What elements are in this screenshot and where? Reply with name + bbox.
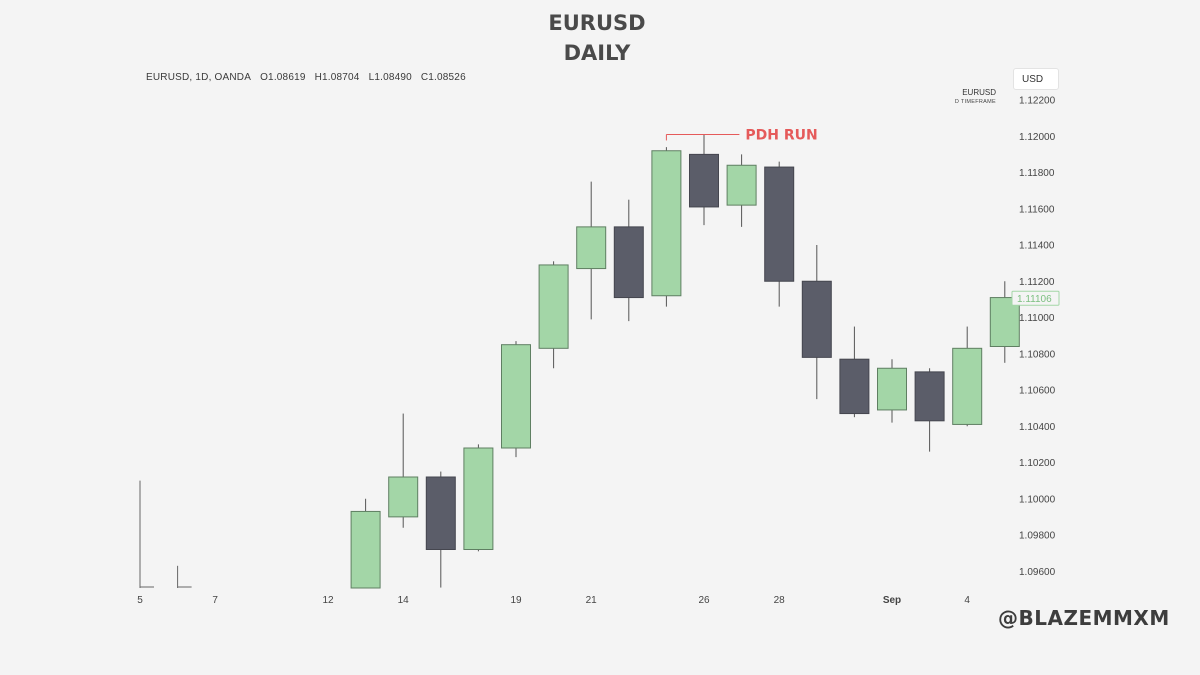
y-tick-label: 1.10600 [1019,386,1056,397]
candle-bull [576,226,607,270]
last-price-badge [1011,290,1060,306]
legend-close: C1.08526 [420,72,466,83]
candle-bull [726,164,757,206]
x-tick-label: 19 [510,595,522,606]
candle-bull [651,150,682,297]
title-timeframe: DAILY [563,41,631,65]
y-tick-label: 1.09800 [1019,531,1056,542]
y-tick-label: 1.12200 [1019,96,1056,107]
x-tick-label: 7 [212,595,218,606]
currency-selector[interactable]: USD [1013,68,1059,90]
candle-bear [914,371,945,422]
y-tick-label: 1.11000 [1019,313,1055,324]
chart-title: EURUSD DAILY [0,8,1194,68]
legend-high: H1.08704 [314,72,360,83]
y-tick-label: 1.11600 [1019,204,1055,215]
symbol-label: EURUSD D TIMEFRAME [940,88,996,105]
candle-bear [425,476,456,550]
x-tick-label: Sep [883,595,901,606]
candle-bear [689,153,719,208]
legend-low: L1.08490 [368,72,412,83]
x-tick-label: 14 [398,595,410,606]
watermark: @BLAZEMMXM [998,606,1170,630]
y-tick-label: 1.11400 [1019,241,1055,252]
candle-bull [877,367,907,411]
y-tick-label: 1.10000 [1019,494,1056,505]
candle-bull [388,476,419,518]
x-tick-label: 28 [774,595,786,606]
candle-bull [952,347,983,425]
y-tick-label: 1.12000 [1019,132,1056,143]
y-tick-label: 1.10800 [1019,349,1056,360]
x-tick-label: 26 [698,595,710,606]
candle-bear [613,226,644,299]
candle-bear [839,358,870,415]
legend-symbol: EURUSD, 1D, OANDA [146,72,252,83]
candle-bull [501,344,531,449]
y-tick-label: 1.10400 [1019,422,1056,433]
symbol-label-timeframe: D TIMEFRAME [954,99,996,105]
ohlc-legend: EURUSD, 1D, OANDA O1.08619 H1.08704 L1.0… [146,72,472,83]
candle-bear [764,166,795,282]
candle-bull [538,264,569,349]
candle-bull [463,447,494,550]
y-tick-label: 1.10200 [1019,458,1056,469]
candle-bear [801,280,832,358]
symbol-label-name: EURUSD [962,88,996,97]
y-tick-label: 1.11200 [1019,277,1055,288]
x-tick-label: 12 [322,595,334,606]
title-symbol: EURUSD [548,11,646,35]
x-tick-label: 21 [586,595,598,606]
legend-open: O1.08619 [260,72,306,83]
x-tick-label: 5 [137,595,143,606]
candle-bull [350,510,381,589]
y-tick-label: 1.11800 [1019,168,1055,179]
annotation-label: PDH RUN [745,127,817,143]
last-price-label: 1.11106 [1017,294,1052,305]
y-tick-label: 1.09600 [1019,567,1056,578]
x-tick-label: 4 [964,595,970,606]
